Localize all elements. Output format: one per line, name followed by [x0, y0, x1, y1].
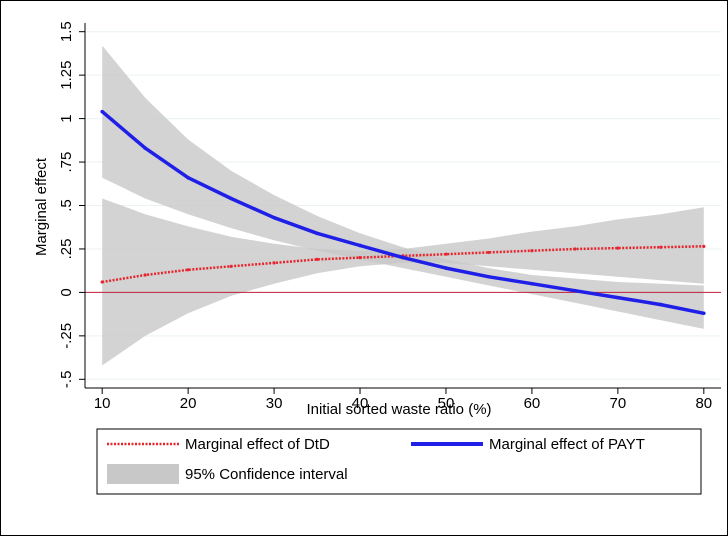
- data-point-dtd: [702, 244, 706, 248]
- data-point-dtd: [229, 264, 233, 268]
- data-point-payt: [358, 243, 362, 248]
- data-point-dtd: [315, 257, 319, 261]
- data-point-payt: [616, 295, 620, 300]
- data-point-payt: [229, 196, 233, 201]
- data-point-dtd: [530, 249, 534, 253]
- data-point-payt: [487, 274, 491, 279]
- data-point-dtd: [186, 268, 190, 272]
- data-point-dtd: [272, 261, 276, 265]
- data-point-payt: [573, 288, 577, 293]
- y-tick-label: 1: [58, 114, 75, 122]
- legend: Marginal effect of DtD Marginal effect o…: [96, 428, 702, 495]
- data-point-payt: [401, 255, 405, 260]
- y-tick-label: 1.25: [58, 61, 75, 90]
- x-tick-label: 20: [180, 395, 197, 412]
- legend-swatch-ci: [107, 464, 179, 484]
- y-tick-label: -.5: [58, 371, 75, 389]
- data-point-payt: [315, 231, 319, 236]
- legend-box: [96, 428, 702, 495]
- legend-label-ci: 95% Confidence interval: [185, 466, 348, 483]
- data-point-payt: [143, 146, 147, 150]
- axes: -.5 -.25 0 .25 .5 .75 1 1.25 1.5 10 20 30 40 50 60 70 80: [58, 21, 721, 412]
- data-point-payt: [444, 266, 448, 270]
- x-axis-label: Initial sorted waste ratio (%): [306, 401, 491, 418]
- data-point-payt: [186, 175, 190, 180]
- data-point-dtd: [616, 246, 620, 250]
- data-point-dtd: [573, 247, 577, 251]
- confidence-band-dtd: [102, 198, 704, 366]
- x-tick-label: 50: [438, 395, 455, 412]
- data-point-dtd: [358, 256, 362, 260]
- data-point-payt: [702, 311, 706, 316]
- y-axis-label: Marginal effect: [33, 157, 50, 256]
- data-point-payt: [272, 215, 276, 220]
- y-tick-label: 0: [58, 288, 75, 296]
- x-tick-label: 30: [266, 395, 283, 412]
- legend-label-payt: Marginal effect of PAYT: [489, 436, 645, 453]
- data-point-dtd: [100, 280, 104, 284]
- y-tick-label: 1.5: [58, 21, 75, 42]
- x-tick-label: 60: [524, 395, 541, 412]
- legend-label-dtd: Marginal effect of DtD: [185, 436, 330, 453]
- x-tick-label: 80: [695, 395, 712, 412]
- data-point-dtd: [659, 245, 663, 249]
- y-tick-label: .75: [58, 152, 75, 173]
- y-tick-label: -.25: [58, 323, 75, 349]
- plot-area: [85, 31, 721, 380]
- y-tick-label: .5: [58, 199, 75, 212]
- x-tick-label: 70: [610, 395, 627, 412]
- data-point-dtd: [143, 273, 147, 277]
- x-tick-label: 10: [94, 395, 111, 412]
- data-point-dtd: [487, 250, 491, 255]
- data-point-payt: [530, 281, 534, 286]
- y-tick-label: .25: [58, 239, 75, 260]
- data-point-dtd: [444, 252, 448, 256]
- x-tick-label: 40: [352, 395, 369, 412]
- data-point-payt: [100, 109, 104, 114]
- data-point-payt: [659, 302, 663, 307]
